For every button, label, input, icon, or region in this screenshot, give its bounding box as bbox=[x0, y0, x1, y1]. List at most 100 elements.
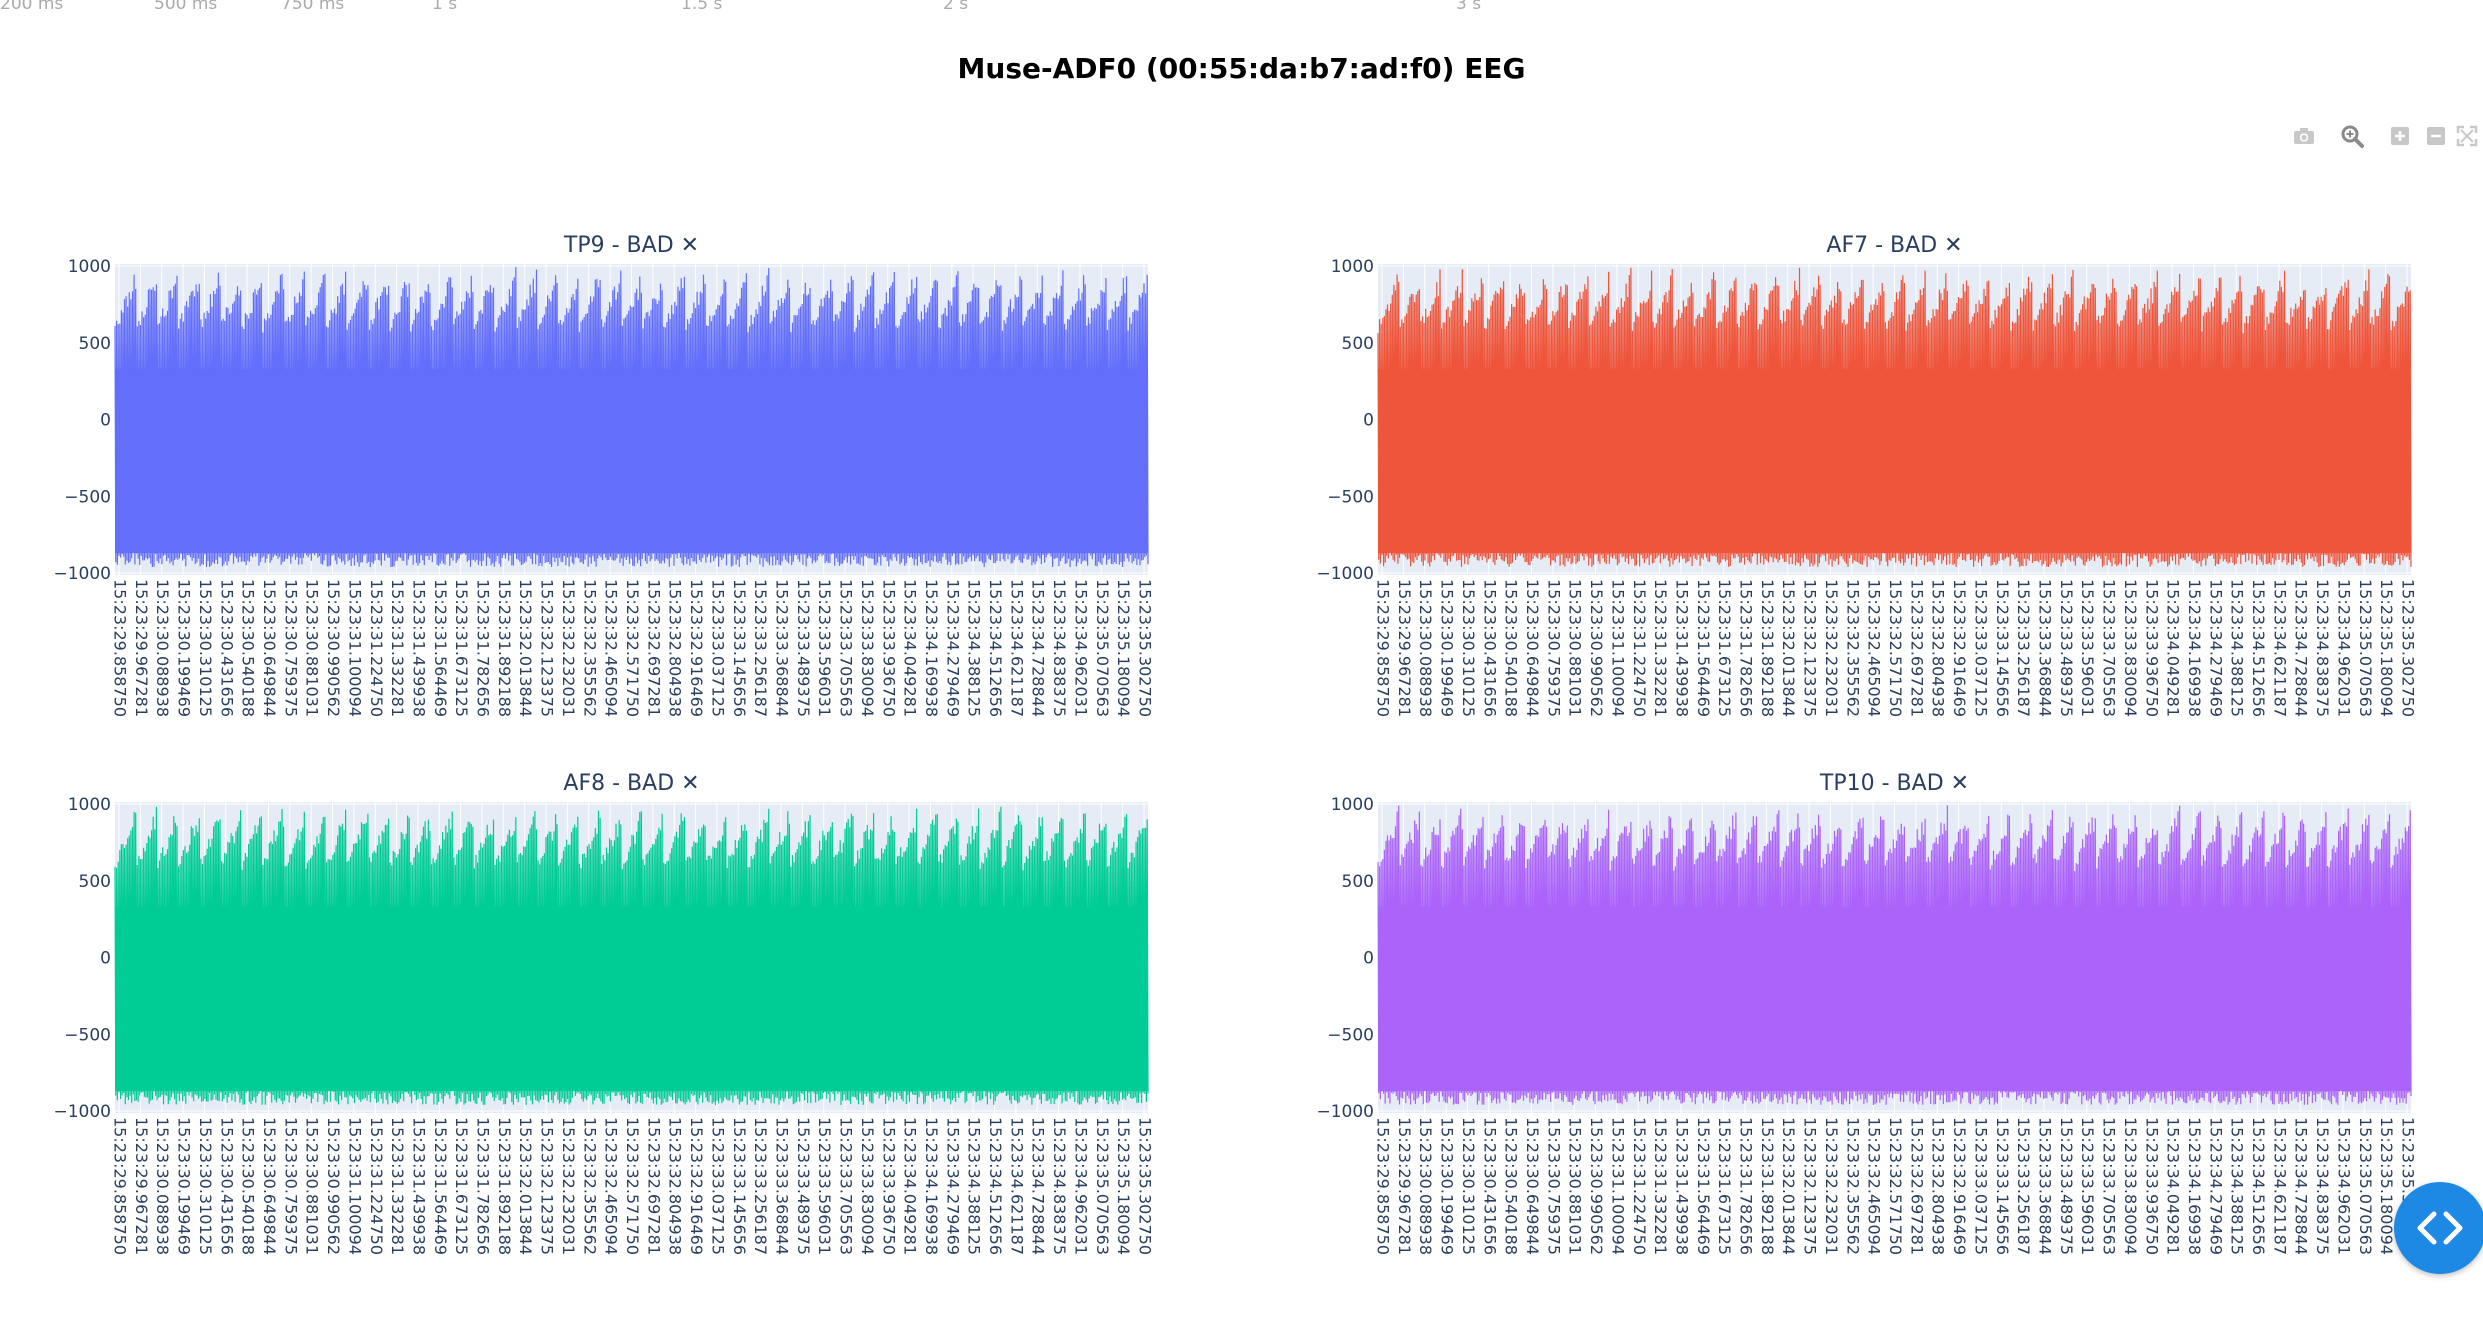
x-tick-label: 15:23:33.368844 bbox=[772, 579, 791, 717]
x-tick-label: 15:23:34.838375 bbox=[2313, 1117, 2332, 1255]
x-tick-label: 15:23:33.037125 bbox=[708, 579, 727, 717]
x-tick-label: 15:23:30.649844 bbox=[260, 1117, 279, 1255]
x-tick-label: 15:23:32.123375 bbox=[538, 1117, 557, 1255]
zoom-out-icon[interactable] bbox=[2420, 120, 2452, 152]
x-tick-label: 15:23:35.180094 bbox=[2377, 579, 2396, 717]
ruler-label: 500 ms bbox=[154, 0, 218, 14]
x-tick-label: 15:23:30.431656 bbox=[1480, 1117, 1499, 1255]
x-tick-label: 15:23:33.256187 bbox=[751, 579, 770, 717]
autoscale-icon[interactable] bbox=[2451, 120, 2483, 152]
x-tick-label: 15:23:32.916469 bbox=[1950, 579, 1969, 717]
x-tick-label: 15:23:33.037125 bbox=[1971, 579, 1990, 717]
x-tick-label: 15:23:33.830094 bbox=[858, 1117, 877, 1255]
x-tick-label: 15:23:33.256187 bbox=[751, 1117, 770, 1255]
x-tick-label: 15:23:32.465094 bbox=[602, 1117, 621, 1255]
x-tick-label: 15:23:30.649844 bbox=[260, 579, 279, 717]
x-tick-label: 15:23:34.388125 bbox=[965, 579, 984, 717]
x-tick-label: 15:23:34.962031 bbox=[2334, 1117, 2353, 1255]
x-tick-label: 15:23:30.310125 bbox=[196, 579, 215, 717]
x-tick-label: 15:23:30.199469 bbox=[1438, 1117, 1457, 1255]
x-tick-label: 15:23:34.962031 bbox=[1071, 1117, 1090, 1255]
x-tick-label: 15:23:30.199469 bbox=[175, 1117, 194, 1255]
x-tick-label: 15:23:35.180094 bbox=[1114, 1117, 1133, 1255]
x-tick-label: 15:23:34.049281 bbox=[901, 579, 920, 717]
x-tick-label: 15:23:29.858750 bbox=[111, 579, 130, 717]
x-tick-label: 15:23:33.145656 bbox=[1993, 1117, 2012, 1255]
x-tick-label: 15:23:31.564469 bbox=[1694, 579, 1713, 717]
y-tick-label: 500 bbox=[1342, 872, 1374, 892]
y-tick-label: −1000 bbox=[1316, 564, 1374, 584]
x-tick-label: 15:23:31.332281 bbox=[1651, 579, 1670, 717]
y-tick-label: −500 bbox=[1327, 487, 1374, 507]
y-tick-label: 1000 bbox=[1331, 795, 1374, 815]
ruler-label: 1 s bbox=[432, 0, 458, 14]
x-tick-label: 15:23:31.224750 bbox=[1630, 579, 1649, 717]
x-tick-label: 15:23:32.571750 bbox=[623, 579, 642, 717]
x-tick-label: 15:23:34.388125 bbox=[2228, 1117, 2247, 1255]
x-tick-label: 15:23:33.368844 bbox=[2035, 579, 2054, 717]
x-tick-label: 15:23:34.962031 bbox=[2334, 579, 2353, 717]
x-tick-label: 15:23:33.145656 bbox=[730, 1117, 749, 1255]
x-tick-label: 15:23:33.145656 bbox=[1993, 579, 2012, 717]
x-tick-label: 15:23:29.858750 bbox=[111, 1117, 130, 1255]
x-tick-label: 15:23:32.123375 bbox=[1801, 579, 1820, 717]
x-tick-label: 15:23:30.088938 bbox=[1416, 1117, 1435, 1255]
zoom-icon[interactable] bbox=[2336, 120, 2368, 152]
y-tick-label: −1000 bbox=[53, 1102, 111, 1122]
subplot-1: AF7 - BAD ✕ 1000 500 0 −500 −100015:23:29.858… bbox=[1316, 233, 2417, 717]
x-tick-label: 15:23:33.489375 bbox=[2057, 579, 2076, 717]
x-tick-label: 15:23:29.967281 bbox=[1395, 1117, 1414, 1255]
y-tick-label: −1000 bbox=[1316, 1102, 1374, 1122]
x-tick-label: 15:23:30.199469 bbox=[1438, 579, 1457, 717]
x-tick-label: 15:23:31.673125 bbox=[1715, 579, 1734, 717]
x-tick-label: 15:23:30.649844 bbox=[1523, 1117, 1542, 1255]
x-tick-label: 15:23:31.782656 bbox=[1737, 579, 1756, 717]
x-tick-label: 15:23:33.830094 bbox=[2121, 1117, 2140, 1255]
x-tick-label: 15:23:30.759375 bbox=[281, 579, 300, 717]
x-tick-label: 15:23:34.621187 bbox=[1007, 579, 1026, 717]
x-tick-label: 15:23:31.564469 bbox=[431, 579, 450, 717]
x-tick-label: 15:23:33.596031 bbox=[2078, 579, 2097, 717]
x-tick-label: 15:23:30.540188 bbox=[1502, 579, 1521, 717]
zoom-in-icon[interactable] bbox=[2384, 120, 2416, 152]
x-tick-label: 15:23:32.697281 bbox=[1907, 1117, 1926, 1255]
x-tick-label: 15:23:34.169938 bbox=[922, 579, 941, 717]
x-tick-label: 15:23:31.564469 bbox=[431, 1117, 450, 1255]
x-tick-label: 15:23:30.881031 bbox=[303, 579, 322, 717]
camera-icon[interactable] bbox=[2288, 120, 2320, 152]
x-tick-label: 15:23:31.439938 bbox=[1672, 1117, 1691, 1255]
x-tick-label: 15:23:35.302750 bbox=[1136, 1117, 1155, 1255]
code-toggle-button[interactable] bbox=[2394, 1182, 2483, 1274]
x-tick-label: 15:23:29.967281 bbox=[132, 1117, 151, 1255]
x-tick-label: 15:23:34.962031 bbox=[1071, 579, 1090, 717]
x-tick-label: 15:23:30.759375 bbox=[281, 1117, 300, 1255]
x-tick-label: 15:23:31.892188 bbox=[1758, 579, 1777, 717]
x-tick-label: 15:23:32.013844 bbox=[516, 579, 535, 717]
y-tick-label: 500 bbox=[79, 872, 111, 892]
x-tick-label: 15:23:31.673125 bbox=[452, 1117, 471, 1255]
x-tick-label: 15:23:31.892188 bbox=[495, 1117, 514, 1255]
x-tick-label: 15:23:34.838375 bbox=[2313, 579, 2332, 717]
subplot-title: TP10 - BAD ✕ bbox=[1819, 771, 1969, 796]
x-tick-label: 15:23:33.368844 bbox=[2035, 1117, 2054, 1255]
x-tick-label: 15:23:33.936750 bbox=[2142, 579, 2161, 717]
x-tick-label: 15:23:31.564469 bbox=[1694, 1117, 1713, 1255]
signal-band bbox=[1378, 368, 2411, 554]
x-tick-label: 15:23:30.540188 bbox=[239, 579, 258, 717]
x-tick-label: 15:23:32.355562 bbox=[580, 579, 599, 717]
subplot-3: TP10 - BAD ✕ 1000 500 0 −500 −100015:23:29.85… bbox=[1316, 771, 2417, 1255]
x-tick-label: 15:23:32.232031 bbox=[1822, 579, 1841, 717]
x-tick-label: 15:23:34.049281 bbox=[2164, 1117, 2183, 1255]
x-tick-label: 15:23:34.279469 bbox=[2206, 579, 2225, 717]
x-tick-label: 15:23:33.705563 bbox=[837, 1117, 856, 1255]
x-tick-label: 15:23:34.512656 bbox=[2249, 579, 2268, 717]
x-tick-label: 15:23:32.916469 bbox=[687, 1117, 706, 1255]
x-tick-label: 15:23:32.013844 bbox=[516, 1117, 535, 1255]
x-tick-label: 15:23:33.145656 bbox=[730, 579, 749, 717]
x-tick-label: 15:23:34.621187 bbox=[1007, 1117, 1026, 1255]
x-tick-label: 15:23:30.310125 bbox=[1459, 1117, 1478, 1255]
x-tick-label: 15:23:33.596031 bbox=[815, 579, 834, 717]
subplot-title: AF8 - BAD ✕ bbox=[563, 771, 699, 796]
x-tick-label: 15:23:34.388125 bbox=[2228, 579, 2247, 717]
